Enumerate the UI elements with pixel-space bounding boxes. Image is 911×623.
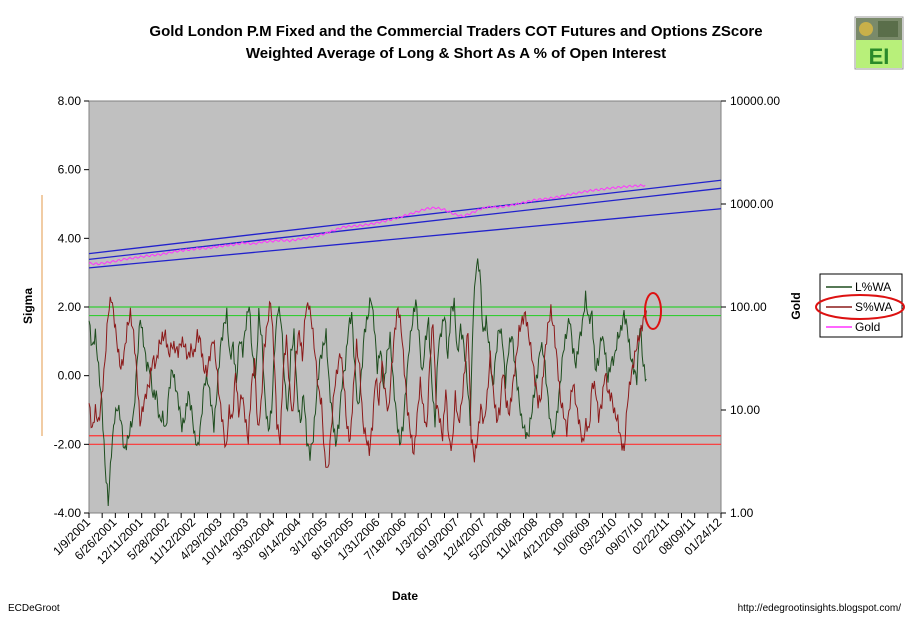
logo-icon: EI xyxy=(854,16,904,70)
channel-line xyxy=(88,187,722,261)
legend-label: L%WA xyxy=(855,280,891,294)
legend-label: S%WA xyxy=(855,300,893,314)
y-right-label: Gold xyxy=(789,292,803,319)
chart-subtitle: Weighted Average of Long & Short As A % … xyxy=(246,45,666,62)
right-tick-label: 1000.00 xyxy=(730,197,774,211)
legend: L%WA S%WA Gold xyxy=(815,273,905,338)
y-left-label: Sigma xyxy=(21,288,35,324)
right-tick-label: 10.00 xyxy=(730,403,760,417)
left-tick-label: 2.00 xyxy=(58,300,82,314)
left-tick-label: 4.00 xyxy=(58,231,82,245)
right-tick-label: 10000.00 xyxy=(730,94,780,108)
footer-right: http://edegrootinsights.blogspot.com/ xyxy=(738,603,902,614)
left-tick-label: 8.00 xyxy=(58,94,82,108)
right-axis: 10000.00 1000.00 100.00 10.00 1.00 xyxy=(721,94,780,520)
channel-line xyxy=(88,179,722,255)
series-group xyxy=(88,183,647,507)
x-axis: 1/9/20016/26/200112/11/20015/28/200211/1… xyxy=(50,513,725,568)
x-axis-label: Date xyxy=(392,589,418,603)
reference-lines xyxy=(89,306,721,445)
left-tick-label: -4.00 xyxy=(54,506,82,520)
legend-label: Gold xyxy=(855,320,880,334)
left-tick-label: -2.00 xyxy=(54,437,82,451)
annotation-circle-plot xyxy=(644,292,662,330)
series-line-lwa xyxy=(88,258,647,507)
right-tick-label: 1.00 xyxy=(730,506,754,520)
left-tick-label: 6.00 xyxy=(58,163,82,177)
footer-left: ECDeGroot xyxy=(8,603,60,614)
left-tick-label: 0.00 xyxy=(58,369,82,383)
right-tick-label: 100.00 xyxy=(730,300,767,314)
channel-line xyxy=(88,208,722,269)
annotation-circle-legend xyxy=(815,294,905,320)
left-axis: 8.00 6.00 4.00 2.00 0.00 -2.00 -4.00 xyxy=(54,94,89,520)
channel-lines xyxy=(88,179,722,269)
logo-text: EI xyxy=(869,44,890,69)
chart-title: Gold London P.M Fixed and the Commercial… xyxy=(149,23,762,40)
series-line-swa xyxy=(88,296,647,468)
series-line-gold xyxy=(88,183,646,266)
